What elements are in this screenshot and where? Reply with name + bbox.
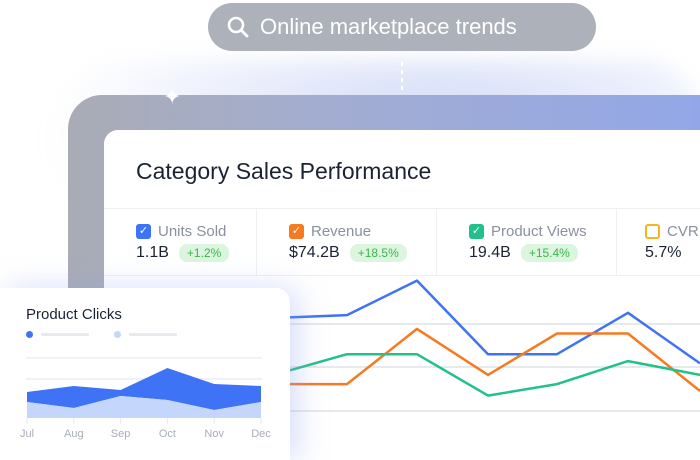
series-line (290, 327, 700, 392)
metric-value: $74.2B (289, 244, 340, 261)
metric-label: CVR (667, 223, 699, 240)
metric-product-views[interactable]: ✓ Product Views 19.4B +15.4% (437, 209, 617, 275)
checkbox[interactable]: ✓ (289, 224, 304, 239)
x-label: Nov (204, 428, 224, 440)
x-label: Sep (110, 428, 131, 440)
metric-revenue[interactable]: ✓ Revenue $74.2B +18.5% (257, 209, 437, 275)
search-query: Online marketplace trends (260, 14, 517, 39)
metric-units-sold[interactable]: ✓ Units Sold 1.1B +1.2% (104, 209, 257, 275)
legend-dot (26, 331, 33, 338)
area-series (27, 396, 261, 418)
small-chart-title: Product Clicks (26, 306, 122, 323)
legend-item (26, 331, 89, 338)
metric-value: 1.1B (136, 244, 169, 261)
x-label: Aug (64, 428, 84, 440)
metric-cvr[interactable]: CVR 5.7% (617, 209, 700, 275)
main-line-chart (284, 279, 700, 412)
legend-dot (114, 331, 121, 338)
change-badge: +18.5% (349, 244, 407, 262)
product-clicks-card: Product Clicks Jul Aug Sep Oct Nov Dec (0, 288, 290, 460)
checkbox[interactable]: ✓ (469, 224, 484, 239)
search-icon (227, 16, 249, 38)
metric-value: 5.7% (645, 244, 682, 261)
search-bar[interactable]: Online marketplace trends (208, 3, 596, 51)
metrics-row: ✓ Units Sold 1.1B +1.2% ✓ Revenue $74.2B +18.… (104, 208, 700, 276)
change-badge: +1.2% (178, 244, 230, 262)
x-label: Oct (158, 428, 176, 440)
area-series (27, 368, 261, 410)
legend-item (114, 331, 177, 338)
checkbox[interactable]: ✓ (136, 224, 151, 239)
checkbox[interactable] (645, 224, 660, 239)
metric-label: Product Views (491, 223, 587, 240)
series-line (289, 279, 700, 365)
area-chart (26, 357, 262, 424)
series-line (289, 352, 700, 397)
x-label: Jul (19, 428, 35, 440)
sparkle-icon: ✦ (163, 84, 182, 109)
legend-placeholder (129, 333, 177, 336)
x-label: Dec (251, 428, 271, 440)
change-badge: +15.4% (520, 244, 578, 262)
metric-label: Revenue (311, 223, 372, 240)
metric-label: Units Sold (158, 223, 227, 240)
sales-card: Category Sales Performance ✓ Units Sold 1… (104, 130, 700, 460)
metric-value: 19.4B (469, 244, 511, 261)
card-title: Category Sales Performance (136, 158, 432, 184)
connector-line (401, 62, 403, 94)
legend-placeholder (41, 333, 89, 336)
